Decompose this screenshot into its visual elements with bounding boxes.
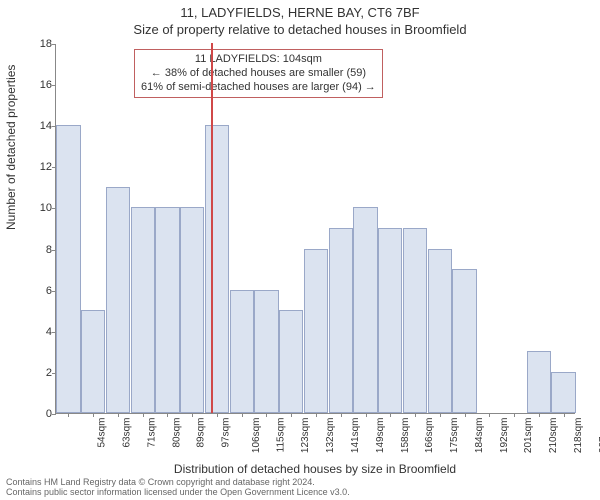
chart-footer: Contains HM Land Registry data © Crown c…: [6, 478, 350, 498]
y-tick-label: 16: [26, 79, 52, 91]
x-tick-mark: [266, 413, 267, 417]
y-tick-label: 14: [26, 120, 52, 132]
reference-line: [211, 43, 213, 413]
histogram-bar: [551, 372, 575, 413]
x-tick-mark: [390, 413, 391, 417]
histogram-bar: [205, 125, 229, 413]
x-tick-mark: [341, 413, 342, 417]
histogram-bar: [155, 207, 179, 413]
x-axis-label: Distribution of detached houses by size …: [55, 462, 575, 476]
y-tick-mark: [52, 414, 56, 415]
histogram-bar: [56, 125, 80, 413]
x-tick-mark: [316, 413, 317, 417]
x-tick-label: 132sqm: [325, 418, 336, 454]
x-tick-mark: [564, 413, 565, 417]
histogram-bar: [428, 249, 452, 413]
x-tick-mark: [539, 413, 540, 417]
x-tick-mark: [118, 413, 119, 417]
x-tick-label: 106sqm: [251, 418, 262, 454]
info-line-2: ← 38% of detached houses are smaller (59…: [141, 67, 376, 81]
x-tick-mark: [291, 413, 292, 417]
histogram-bar: [329, 228, 353, 413]
y-tick-label: 4: [26, 326, 52, 338]
histogram-bar: [254, 290, 278, 413]
y-tick-mark: [52, 44, 56, 45]
y-tick-mark: [52, 85, 56, 86]
x-tick-label: 218sqm: [573, 418, 584, 454]
x-tick-mark: [68, 413, 69, 417]
y-tick-label: 18: [26, 38, 52, 50]
histogram-bar: [180, 207, 204, 413]
x-tick-label: 80sqm: [171, 418, 182, 448]
histogram-bar: [279, 310, 303, 413]
info-box: 11 LADYFIELDS: 104sqm ← 38% of detached …: [134, 49, 383, 98]
histogram-bar: [230, 290, 254, 413]
footer-line-2: Contains public sector information licen…: [6, 488, 350, 498]
x-tick-mark: [514, 413, 515, 417]
x-tick-mark: [143, 413, 144, 417]
x-tick-mark: [167, 413, 168, 417]
x-tick-label: 192sqm: [499, 418, 510, 454]
x-tick-mark: [242, 413, 243, 417]
x-tick-label: 123sqm: [301, 418, 312, 454]
x-tick-mark: [93, 413, 94, 417]
x-tick-label: 166sqm: [424, 418, 435, 454]
histogram-bar: [527, 351, 551, 413]
histogram-bar: [131, 207, 155, 413]
chart-title-address: 11, LADYFIELDS, HERNE BAY, CT6 7BF: [0, 5, 600, 20]
y-tick-label: 2: [26, 367, 52, 379]
x-tick-mark: [415, 413, 416, 417]
chart-title-subtitle: Size of property relative to detached ho…: [0, 22, 600, 37]
x-tick-label: 71sqm: [146, 418, 157, 448]
histogram-bar: [304, 249, 328, 413]
x-tick-label: 210sqm: [548, 418, 559, 454]
x-tick-mark: [217, 413, 218, 417]
info-line-3: 61% of semi-detached houses are larger (…: [141, 81, 376, 95]
x-tick-label: 97sqm: [221, 418, 232, 448]
y-tick-label: 10: [26, 202, 52, 214]
x-tick-label: 201sqm: [523, 418, 534, 454]
x-tick-label: 115sqm: [275, 418, 286, 453]
x-tick-mark: [366, 413, 367, 417]
y-tick-label: 8: [26, 244, 52, 256]
y-tick-label: 12: [26, 161, 52, 173]
x-tick-label: 158sqm: [400, 418, 411, 454]
x-tick-label: 175sqm: [449, 418, 460, 454]
histogram-bar: [81, 310, 105, 413]
histogram-bar: [403, 228, 427, 413]
x-tick-label: 141sqm: [350, 418, 361, 454]
y-axis-label: Number of detached properties: [4, 65, 18, 230]
property-size-chart: 11, LADYFIELDS, HERNE BAY, CT6 7BF Size …: [0, 0, 600, 500]
histogram-bar: [353, 207, 377, 413]
x-tick-mark: [489, 413, 490, 417]
x-tick-label: 149sqm: [375, 418, 386, 454]
plot-area: 11 LADYFIELDS: 104sqm ← 38% of detached …: [55, 44, 575, 414]
x-tick-label: 63sqm: [122, 418, 133, 448]
x-tick-label: 184sqm: [474, 418, 485, 454]
y-tick-label: 6: [26, 285, 52, 297]
x-tick-mark: [440, 413, 441, 417]
histogram-bar: [106, 187, 130, 413]
histogram-bar: [452, 269, 476, 413]
x-tick-mark: [465, 413, 466, 417]
histogram-bar: [378, 228, 402, 413]
info-line-1: 11 LADYFIELDS: 104sqm: [141, 53, 376, 67]
x-tick-mark: [192, 413, 193, 417]
x-tick-label: 54sqm: [97, 418, 108, 448]
x-tick-label: 89sqm: [196, 418, 207, 448]
y-tick-label: 0: [26, 408, 52, 420]
